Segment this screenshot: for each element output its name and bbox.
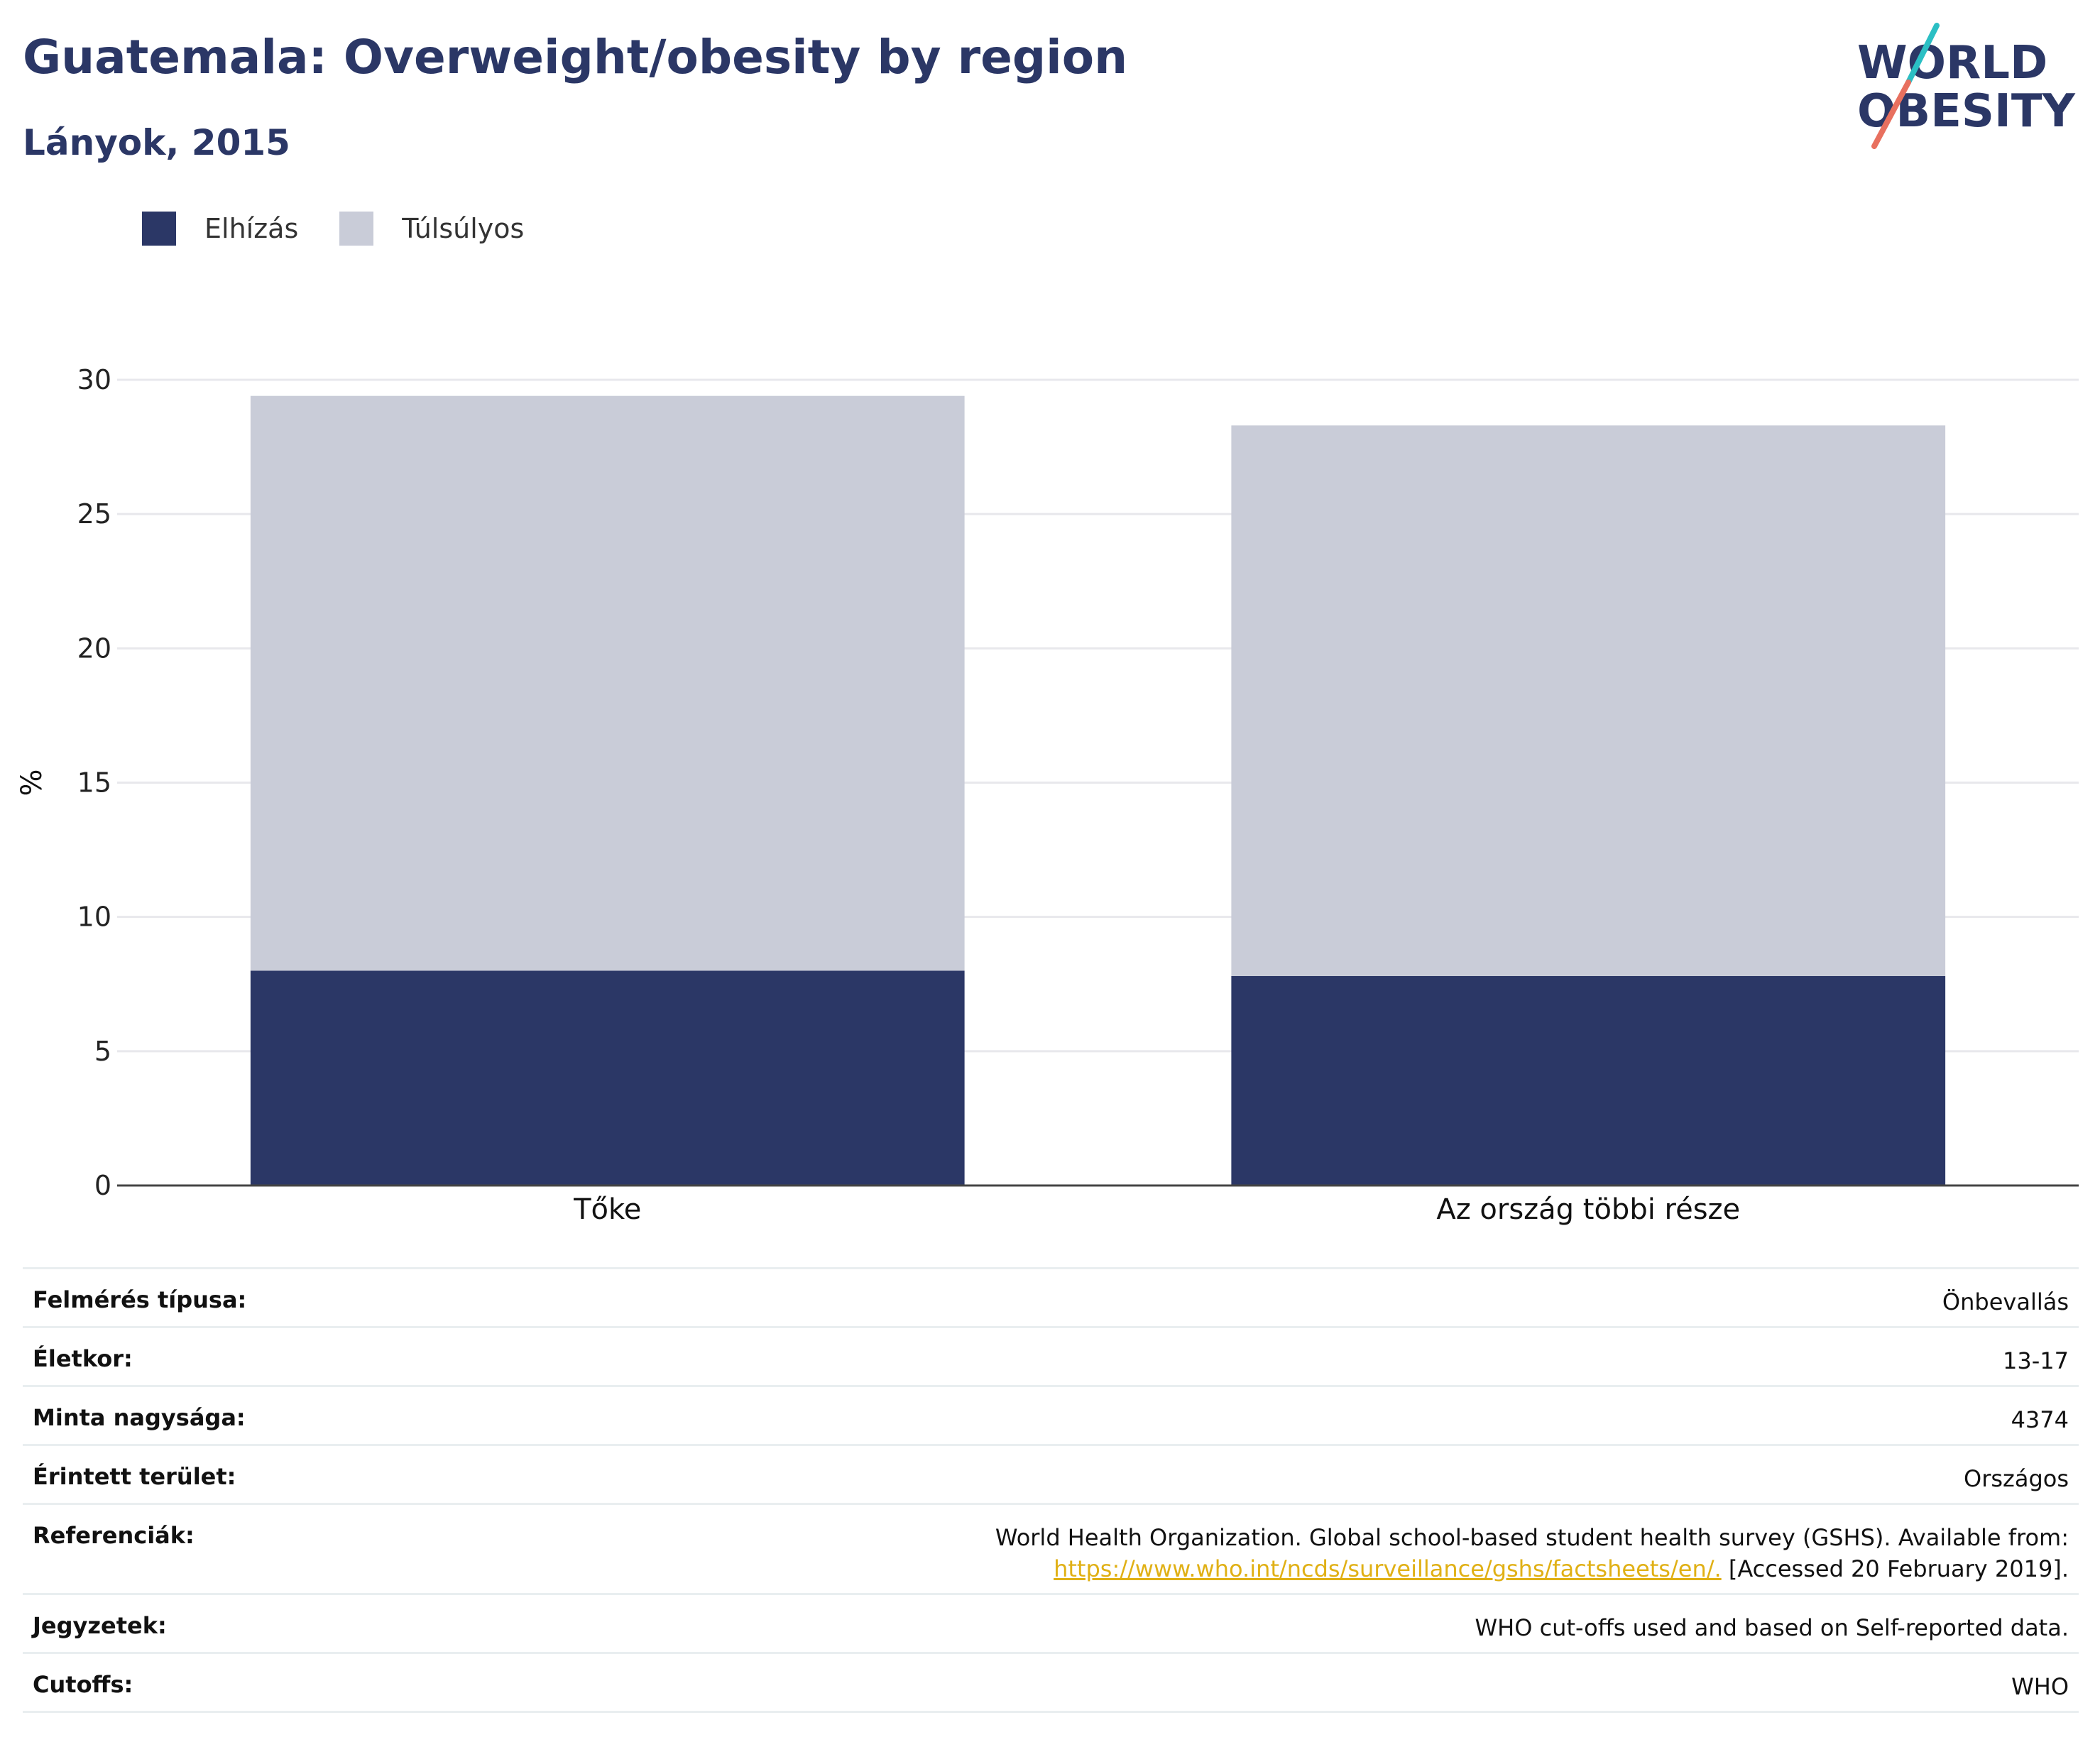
cutoffs-value: WHO — [2011, 1673, 2069, 1700]
row-cutoffs: Cutoffs: WHO — [23, 1652, 2079, 1713]
y-tick-label: 20 — [77, 632, 111, 664]
survey-type-label: Felmérés típusa: — [33, 1286, 247, 1313]
references-suffix: [Accessed 20 February 2019]. — [1721, 1555, 2069, 1582]
legend-label-overweight: Túlsúlyos — [402, 213, 525, 244]
bar-obesity-1 — [1231, 975, 1946, 1185]
logo-slash-red — [1871, 80, 1911, 149]
references-text: World Health Organization. Global school… — [995, 1524, 2069, 1551]
age-value: 13-17 — [2003, 1347, 2069, 1374]
logo-line1: WORLD — [1857, 37, 2047, 89]
notes-value: WHO cut-offs used and based on Self-repo… — [1475, 1614, 2069, 1641]
y-tick-label: 0 — [94, 1170, 111, 1201]
sample-size-label: Minta nagysága: — [33, 1404, 246, 1431]
legend-item-overweight: Túlsúlyos — [339, 212, 524, 246]
chart-subtitle: Lányok, 2015 — [23, 122, 290, 163]
logo-slash-teal — [1905, 23, 1940, 85]
survey-type-value: Önbevallás — [1942, 1288, 2069, 1315]
legend-swatch-overweight — [339, 212, 374, 246]
legend: Elhízás Túlsúlyos — [142, 212, 565, 246]
row-area: Érintett terület: Országos — [23, 1444, 2079, 1503]
row-age: Életkor: 13-17 — [23, 1326, 2079, 1385]
row-notes: Jegyzetek: WHO cut-offs used and based o… — [23, 1593, 2079, 1652]
x-tick-label: Az ország többi része — [1436, 1193, 1740, 1226]
bar-overweight-0 — [250, 395, 965, 971]
y-tick-labels: 0 5 10 15 20 25 30 — [77, 364, 111, 1201]
legend-item-obesity: Elhízás — [142, 212, 298, 246]
sample-size-value: 4374 — [2011, 1406, 2069, 1433]
y-tick-label: 25 — [77, 498, 111, 530]
metadata-table: Felmérés típusa: Önbevallás Életkor: 13-… — [23, 1267, 2079, 1713]
y-tick-label: 15 — [77, 767, 111, 799]
world-obesity-logo: WORLD OBESITY — [1857, 23, 2075, 149]
row-sample-size: Minta nagysága: 4374 — [23, 1385, 2079, 1444]
legend-swatch-obesity — [142, 212, 176, 246]
cutoffs-label: Cutoffs: — [33, 1671, 133, 1698]
row-references: Referenciák: World Health Organization. … — [23, 1503, 2079, 1593]
chart-title: Guatemala: Overweight/obesity by region — [23, 30, 1128, 84]
references-value: World Health Organization. Global school… — [995, 1522, 2069, 1584]
references-label: Referenciák: — [33, 1522, 195, 1549]
x-tick-label: Tőke — [573, 1193, 641, 1226]
y-axis-label: % — [16, 769, 48, 796]
y-tick-label: 5 — [94, 1036, 111, 1067]
references-link[interactable]: https://www.who.int/ncds/surveillance/gs… — [1054, 1555, 1722, 1582]
area-label: Érintett terület: — [33, 1463, 236, 1490]
area-value: Országos — [1964, 1465, 2069, 1492]
y-tick-label: 30 — [77, 364, 111, 395]
notes-label: Jegyzetek: — [33, 1612, 167, 1639]
x-tick-labels: Tőke Az ország többi része — [573, 1193, 1740, 1226]
age-label: Életkor: — [33, 1345, 133, 1372]
stacked-bar-chart: 0 5 10 15 20 25 30 Tőke Az ország többi része % — [16, 364, 2079, 1226]
bar-obesity-0 — [250, 970, 965, 1185]
row-survey-type: Felmérés típusa: Önbevallás — [23, 1267, 2079, 1326]
y-tick-label: 10 — [77, 902, 111, 933]
bars — [117, 395, 2079, 1187]
legend-label-obesity: Elhízás — [204, 213, 299, 244]
bar-overweight-1 — [1231, 425, 1946, 976]
